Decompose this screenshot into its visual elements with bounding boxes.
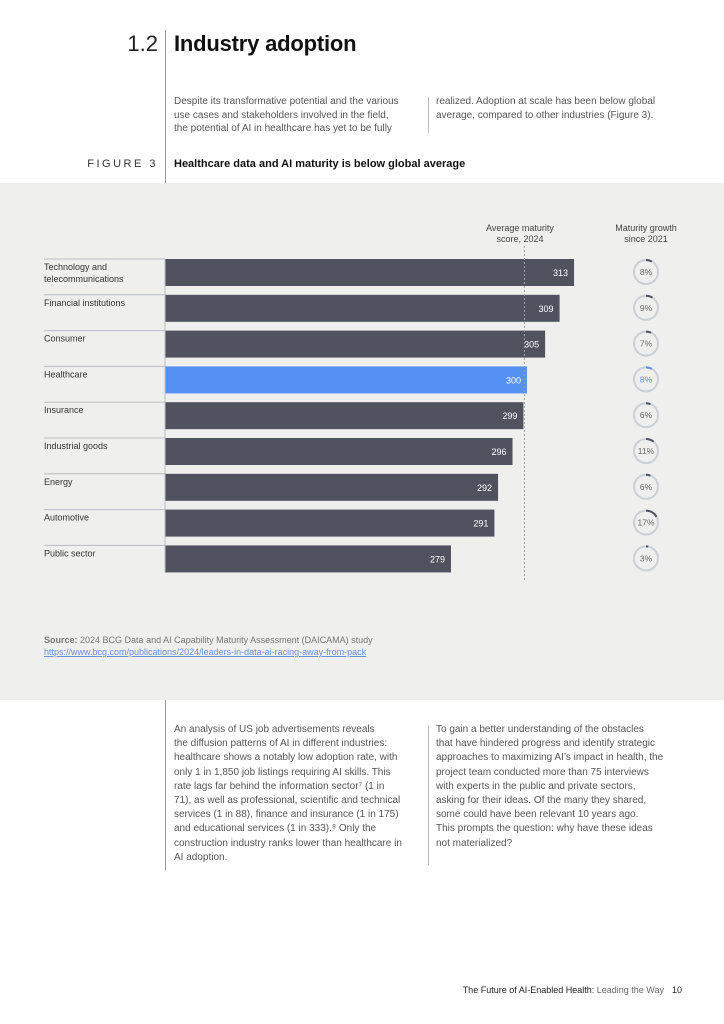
text-line: This prompts the question: why have thes… — [436, 823, 653, 835]
text-line: To gain a better understanding of the ob… — [436, 724, 644, 735]
text-line: project team conducted more than 75 inte… — [436, 766, 649, 778]
text-line: Despite its transformative potential and… — [174, 96, 399, 107]
intro-col2: realized. Adoption at scale has been bel… — [436, 95, 655, 122]
growth-arc — [645, 402, 651, 405]
page-number: 10 — [671, 985, 682, 995]
growth-value-label: 8% — [640, 267, 653, 277]
bar-public-sector — [165, 545, 451, 573]
source-note: Source: 2024 BCG Data and AI Capability … — [44, 634, 373, 658]
bar-insurance — [165, 402, 524, 430]
bar-energy — [165, 473, 499, 501]
text-line: the diffusion patterns of AI in differen… — [174, 738, 388, 750]
bar-technology-and-telecommunications — [165, 259, 575, 286]
category-label: Automotive — [44, 513, 89, 523]
footer-subtitle: Leading the Way — [594, 985, 664, 995]
section-divider — [165, 30, 166, 183]
growth-value-label: 6% — [640, 410, 653, 420]
section-title: Industry adoption — [174, 31, 357, 56]
bar-value-label: 291 — [473, 519, 488, 529]
bar-value-label: 299 — [502, 411, 517, 421]
growth-value-label: 8% — [640, 374, 653, 384]
body-col-divider — [428, 725, 429, 865]
section-number: 1.2 — [127, 31, 158, 56]
growth-value-label: 9% — [640, 303, 653, 313]
source-label: Source: — [44, 635, 78, 645]
category-label: Healthcare — [44, 369, 88, 379]
text-line: rate lags far behind the information sec… — [174, 780, 385, 792]
bar-financial-institutions — [165, 294, 560, 322]
growth-arc — [645, 438, 655, 443]
category-label: Insurance — [44, 405, 84, 415]
page-footer: The Future of AI-Enabled Health: Leading… — [463, 985, 682, 995]
growth-arc — [645, 330, 652, 334]
growth-arc — [645, 509, 658, 518]
text-line: that have hindered progress and identify… — [436, 738, 656, 750]
growth-value-label: 17% — [637, 518, 654, 528]
text-line: the potential of AI in healthcare has ye… — [174, 123, 392, 135]
bar-consumer — [165, 330, 546, 358]
text-line: only 1 in 1,850 job listings requiring A… — [174, 766, 391, 778]
intro-col1: Despite its transformative potential and… — [174, 95, 399, 136]
bar-automotive — [165, 509, 495, 537]
rings-header: Maturity growth since 2021 — [615, 223, 677, 244]
growth-value-label: 3% — [640, 553, 653, 563]
text-line: construction industry ranks lower than h… — [174, 837, 402, 849]
growth-value-label: 6% — [640, 482, 653, 492]
source-text: 2024 BCG Data and AI Capability Maturity… — [80, 635, 373, 645]
bar-value-label: 296 — [491, 447, 506, 457]
body-col2: To gain a better understanding of the ob… — [436, 723, 663, 851]
bar-industrial-goods — [165, 438, 513, 465]
chart-svg: Technology and telecommunications 313 8% Fin… — [44, 246, 659, 580]
source-link[interactable]: https://www.bcg.com/publications/2024/le… — [44, 647, 367, 657]
text-line: healthcare shows a notably low adoption … — [174, 752, 398, 764]
bar-value-label: 313 — [553, 268, 568, 278]
growth-arc — [645, 294, 653, 299]
growth-value-label: 11% — [638, 446, 655, 456]
growth-arc — [645, 366, 653, 370]
intro-col-divider — [428, 97, 429, 133]
text-line: not materialized? — [436, 837, 513, 849]
category-label: Financial institutions — [44, 298, 126, 308]
bar-healthcare — [165, 366, 527, 394]
bar-chart: Technology and telecommunications 313 8% Fin… — [44, 246, 659, 580]
category-label: Energy — [44, 477, 73, 487]
text-line: AI adoption. — [174, 851, 228, 863]
category-label: Public sector — [44, 548, 96, 558]
figure-label: FIGURE 3 — [87, 158, 158, 170]
bar-value-label: 305 — [524, 340, 539, 350]
text-line: asking for their ideas. Of the many they… — [436, 795, 647, 807]
bar-value-label: 279 — [430, 554, 445, 564]
bar-value-label: 292 — [477, 483, 492, 493]
bar-value-label: 309 — [539, 304, 554, 314]
growth-arc — [645, 473, 651, 477]
figure-title: Healthcare data and AI maturity is below… — [174, 158, 466, 170]
text-line: services (1 in 88), finance and insuranc… — [174, 809, 399, 821]
text-line: some could have been relevant 10 years a… — [436, 809, 639, 821]
category-label: Industrial goods — [44, 441, 108, 451]
text-line: average, compared to other industries (F… — [436, 109, 654, 121]
text-line: realized. Adoption at scale has been bel… — [436, 96, 656, 107]
text-line: with experts in the public and private s… — [436, 780, 636, 792]
bars-header: Average maturity score, 2024 — [486, 223, 554, 244]
text-line: approaches to maximizing AI’s impact in … — [436, 752, 664, 764]
text-line: use cases and stakeholders involved in t… — [174, 109, 389, 121]
text-line: and educational services (1 in 333).⁸ On… — [174, 823, 377, 835]
text-line: 71), as well as professional, scientific… — [174, 795, 401, 807]
category-label: Technology and telecommunications — [44, 262, 124, 284]
category-label: Consumer — [44, 334, 86, 344]
growth-value-label: 7% — [640, 339, 653, 349]
text-line: An analysis of US job advertisements rev… — [174, 724, 375, 735]
body-col1: An analysis of US job advertisements rev… — [174, 723, 402, 865]
bar-value-label: 300 — [506, 375, 521, 385]
growth-arc — [645, 259, 653, 263]
body-divider — [165, 700, 166, 870]
footer-title: The Future of AI-Enabled Health: — [462, 985, 595, 995]
